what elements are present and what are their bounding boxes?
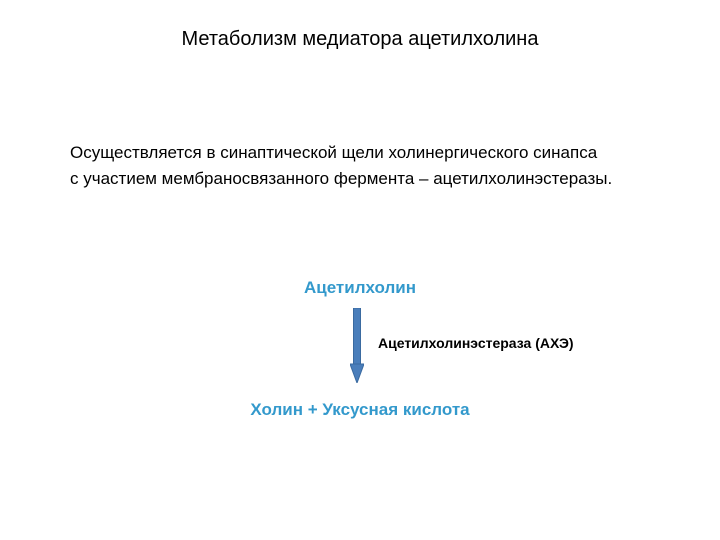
slide: Метаболизм медиатора ацетилхолина Осущест…	[0, 0, 720, 540]
reaction-products: Холин + Уксусная кислота	[0, 400, 720, 420]
reaction-substrate: Ацетилхолин	[0, 278, 720, 298]
body-line-1: Осуществляется в синаптической щели холи…	[70, 140, 660, 166]
enzyme-label: Ацетилхолинэстераза (АХЭ)	[378, 335, 574, 351]
slide-title: Метаболизм медиатора ацетилхолина	[0, 28, 720, 51]
body-text: Осуществляется в синаптической щели холи…	[70, 140, 660, 191]
body-line-2: с участием мембраносвязанного фермента –…	[70, 166, 660, 192]
down-arrow-icon	[350, 308, 364, 383]
